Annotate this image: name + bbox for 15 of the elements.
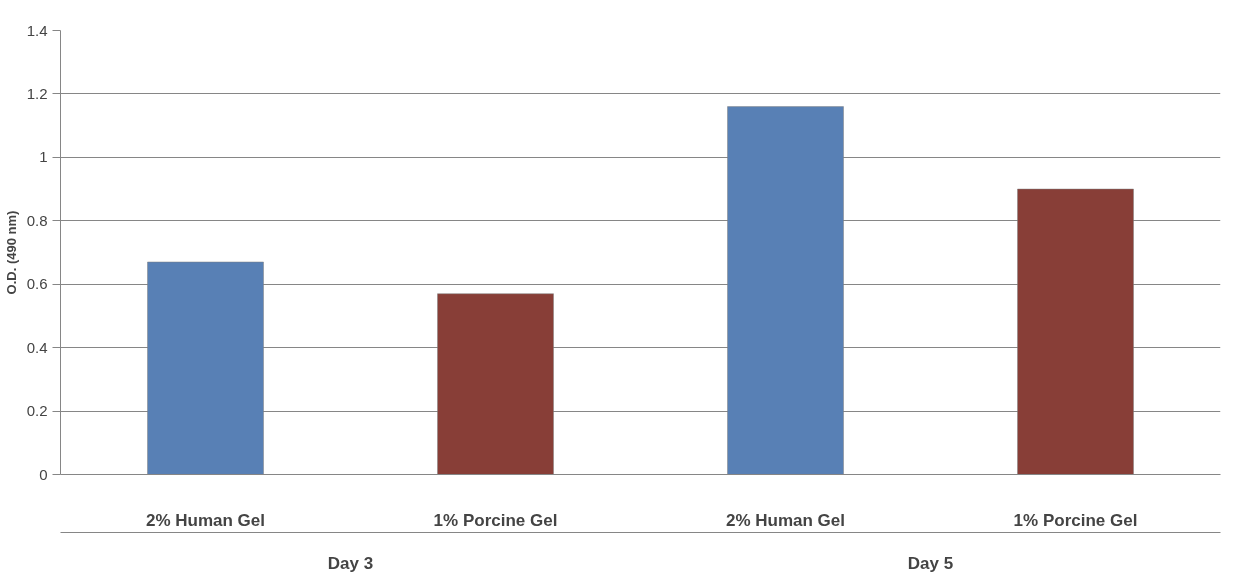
y-tick-label: 1.2: [26, 84, 48, 102]
y-tick-label: 0.6: [26, 275, 48, 293]
y-tick-label: 0.2: [26, 402, 48, 420]
x-tick-label: 2% Human Gel: [145, 510, 266, 530]
y-tick-label: 0.8: [26, 211, 48, 229]
y-tick-label: 0.4: [26, 338, 48, 356]
x-tick-label: 2% Human Gel: [725, 510, 846, 530]
x-tick-label: 1% Porcine Gel: [433, 510, 558, 530]
y-tick-label: 0: [39, 465, 48, 483]
y-tick-label: 1.4: [26, 21, 48, 39]
y-axis-title: O.D. (490 nm): [3, 210, 19, 295]
text: Day 5: [907, 553, 954, 573]
y-tick-label: 1: [39, 148, 48, 166]
x-tick-label: 1% Porcine Gel: [1013, 510, 1138, 530]
text: Day 3: [327, 553, 374, 573]
